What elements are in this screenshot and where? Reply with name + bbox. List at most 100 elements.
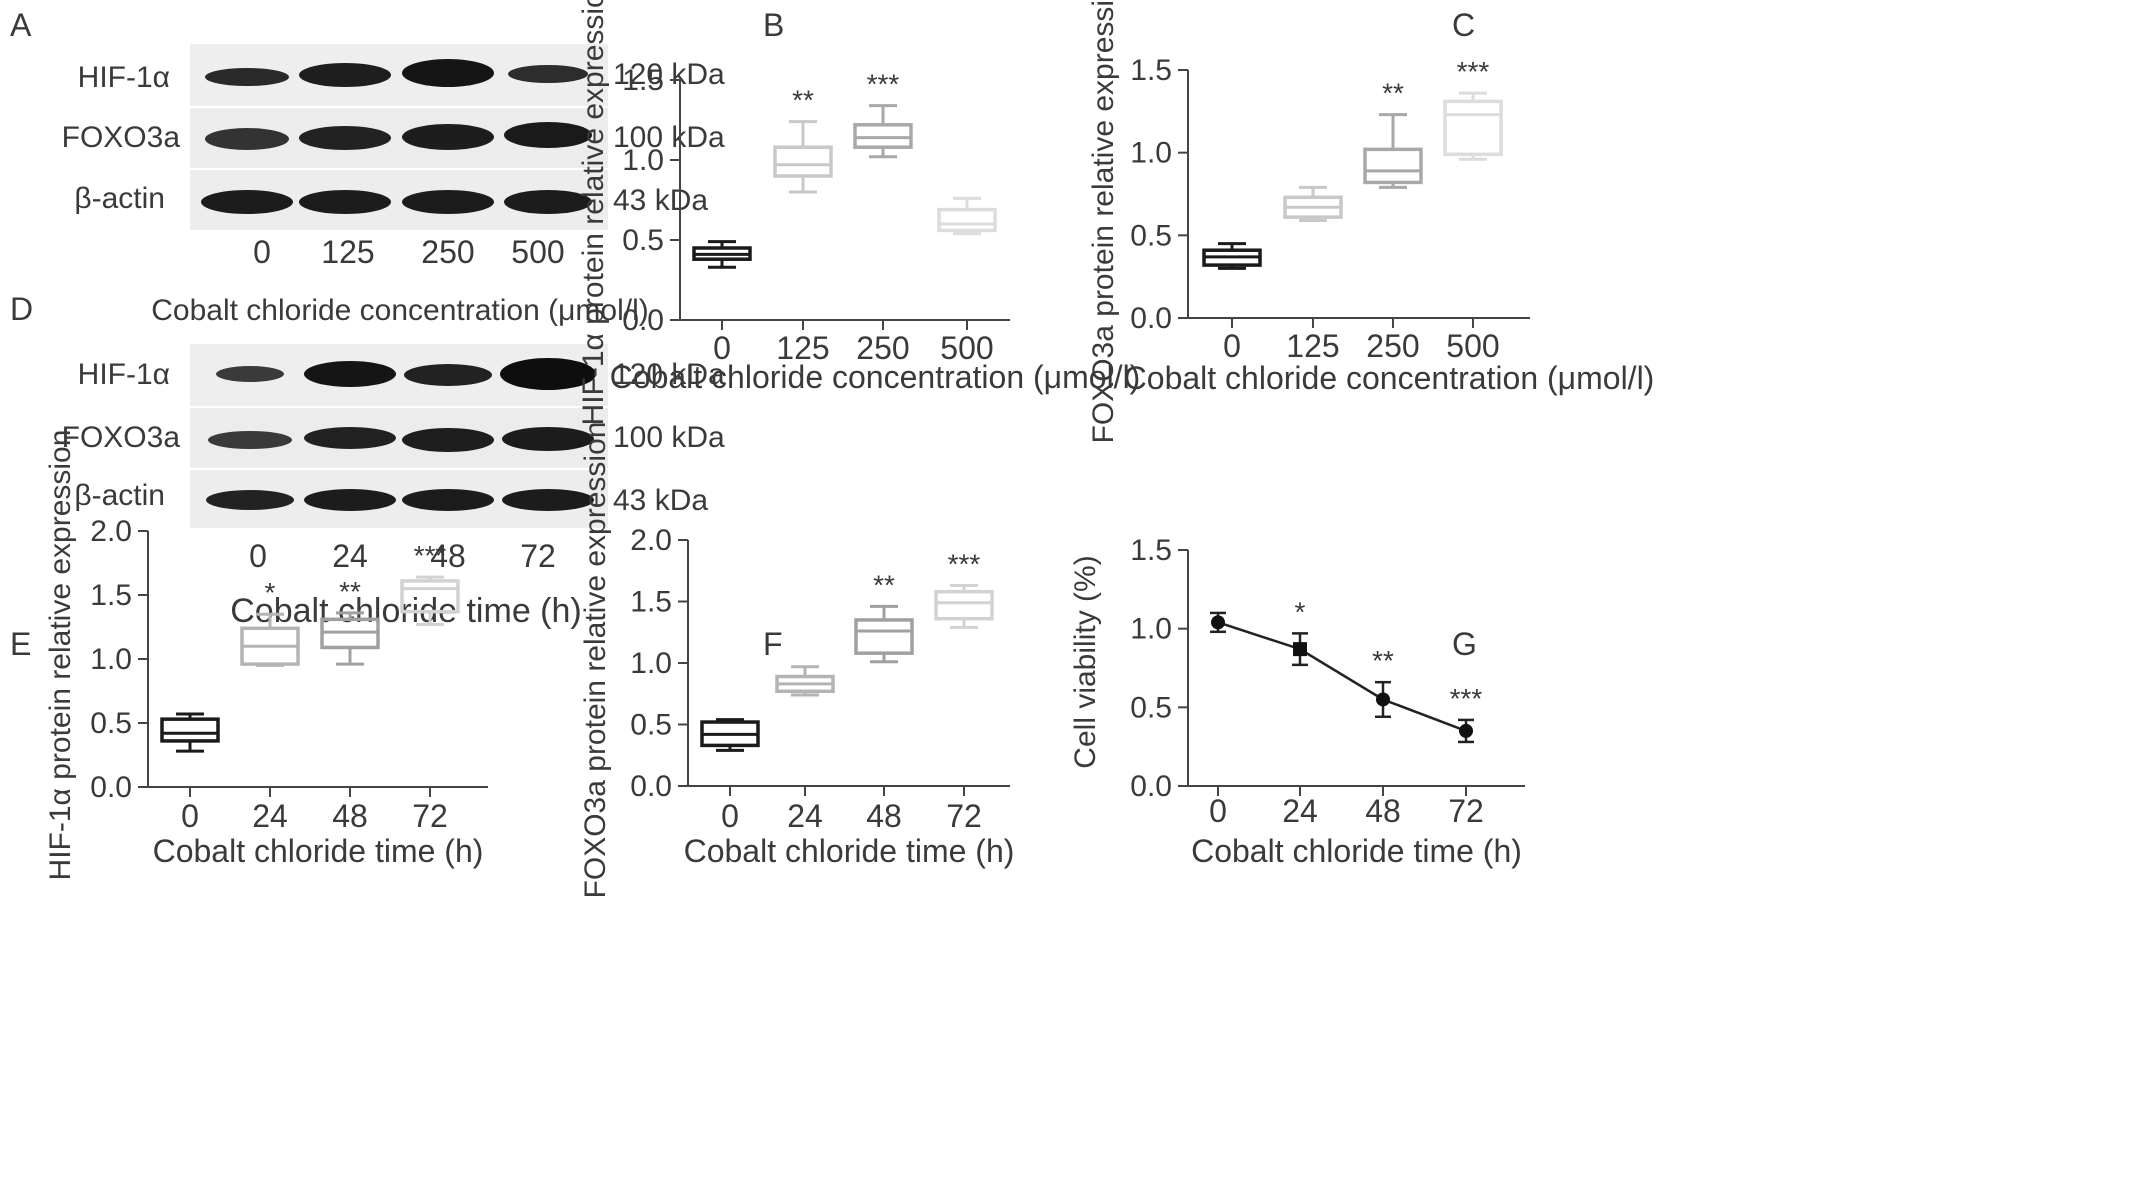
box — [773, 145, 833, 178]
x-axis-label: Cobalt chloride time (h) — [684, 833, 1015, 869]
y-tick-label: 1.0 — [630, 647, 672, 680]
blot-d-band — [500, 358, 596, 390]
blot-a-lane-label: 250 — [421, 234, 474, 270]
panel-letter-f: F — [763, 626, 783, 662]
x-tick-label: 0 — [721, 798, 739, 834]
box-plot: ** — [773, 85, 833, 194]
box — [937, 207, 997, 233]
x-tick-label: 24 — [1282, 793, 1318, 829]
blot-d-band — [208, 431, 292, 449]
box-plot — [775, 665, 835, 697]
blot-d-band — [304, 427, 396, 449]
blot-a-lane-label: 125 — [321, 234, 374, 270]
box-plot: * — [240, 577, 300, 667]
blot-d-row-label: FOXO3a — [62, 421, 181, 454]
blot-d-row-label: HIF-1α — [78, 358, 170, 391]
panel-letter-d: D — [10, 291, 33, 327]
significance-label: * — [1295, 596, 1306, 627]
blot-a-band — [299, 190, 391, 214]
data-point — [1293, 642, 1307, 657]
y-tick-label: 1.0 — [90, 643, 132, 676]
x-tick-label: 250 — [1366, 328, 1419, 364]
significance-label: *** — [1450, 683, 1483, 714]
x-axis-label: Cobalt chloride time (h) — [1191, 833, 1522, 869]
x-tick-label: 500 — [1446, 328, 1499, 364]
blot-a-band — [508, 65, 588, 83]
western-blot-d: HIF-1α FOXO3a β-actin 120 kDa 100 kDa 43… — [62, 344, 725, 630]
x-tick-label: 0 — [1223, 328, 1241, 364]
blot-d-band — [502, 489, 594, 511]
box-plot: *** — [1443, 56, 1503, 161]
blot-d-kda: 100 kDa — [613, 421, 725, 454]
y-tick-label: 0.5 — [1130, 691, 1172, 724]
x-tick-label: 0 — [1209, 793, 1227, 829]
box-plot: *** — [853, 69, 913, 159]
x-tick-label: 48 — [1365, 793, 1401, 829]
box-plot: ** — [1363, 78, 1423, 189]
box — [934, 589, 994, 621]
x-axis-label: Cobalt chloride time (h) — [153, 833, 484, 869]
y-tick-label: 1.5 — [630, 586, 672, 619]
blot-a-band — [205, 68, 289, 86]
x-tick-label: 250 — [856, 330, 909, 366]
box — [400, 579, 460, 614]
box-plot: ** — [320, 576, 380, 666]
box-plot: *** — [934, 549, 994, 629]
y-tick-label: 0.0 — [622, 304, 664, 337]
x-tick-label: 125 — [776, 330, 829, 366]
significance-label: *** — [1457, 56, 1490, 87]
y-axis-label: HIF-1α protein relative expression — [577, 0, 610, 425]
blot-d-band — [216, 366, 284, 382]
x-tick-label: 500 — [940, 330, 993, 366]
blot-d-kda: 120 kDa — [613, 358, 725, 391]
blot-a-band — [299, 63, 391, 87]
panel-letter-b: B — [763, 7, 784, 43]
box — [1443, 99, 1503, 157]
box — [853, 123, 913, 149]
western-blot-a: HIF-1α FOXO3a β-actin 120 kDa 100 kDa 43… — [62, 44, 725, 327]
significance-label: ** — [792, 85, 814, 116]
blot-a-kda: 120 kDa — [613, 58, 725, 91]
y-tick-label: 0.0 — [630, 770, 672, 803]
blot-a-band — [201, 190, 293, 214]
box-plot — [1202, 242, 1262, 270]
panel-letter-g: G — [1452, 626, 1477, 662]
y-axis-label: FOXO3a protein relative expression — [1087, 0, 1120, 443]
blot-a-row-label: HIF-1α — [78, 61, 170, 94]
y-tick-label: 0.5 — [90, 707, 132, 740]
panel-letter-c: C — [1452, 7, 1475, 43]
y-tick-label: 1.5 — [1130, 54, 1172, 87]
blot-a-band — [504, 122, 592, 148]
blot-a-band — [402, 59, 494, 87]
y-axis-label: HIF-1α protein relative expression — [44, 430, 77, 881]
x-axis-label: Cobalt chloride concentration (μmol/l) — [1124, 360, 1655, 396]
significance-label: *** — [414, 540, 447, 571]
box-plot: ** — [854, 569, 914, 664]
y-tick-label: 1.5 — [90, 579, 132, 612]
significance-label: ** — [339, 576, 361, 607]
blot-d-band — [402, 428, 494, 452]
significance-label: ** — [1382, 78, 1404, 109]
significance-label: *** — [867, 69, 900, 100]
box-plot — [937, 196, 997, 236]
box-plot — [160, 712, 220, 753]
y-tick-label: 2.0 — [630, 524, 672, 557]
y-tick-label: 1.0 — [1130, 137, 1172, 170]
y-tick-label: 0.5 — [1130, 219, 1172, 252]
blot-d-lane-label: 48 — [430, 538, 466, 574]
y-tick-label: 1.0 — [1130, 613, 1172, 646]
y-tick-label: 1.5 — [1130, 534, 1172, 567]
significance-label: ** — [1372, 645, 1394, 676]
blot-a-lane-label: 0 — [253, 234, 271, 270]
blot-a-row-label: β-actin — [74, 182, 165, 215]
blot-a-kda: 100 kDa — [613, 121, 725, 154]
x-tick-label: 48 — [866, 798, 902, 834]
box-plot — [692, 240, 752, 269]
box-plot — [1283, 185, 1343, 222]
y-tick-label: 0.0 — [1130, 770, 1172, 803]
